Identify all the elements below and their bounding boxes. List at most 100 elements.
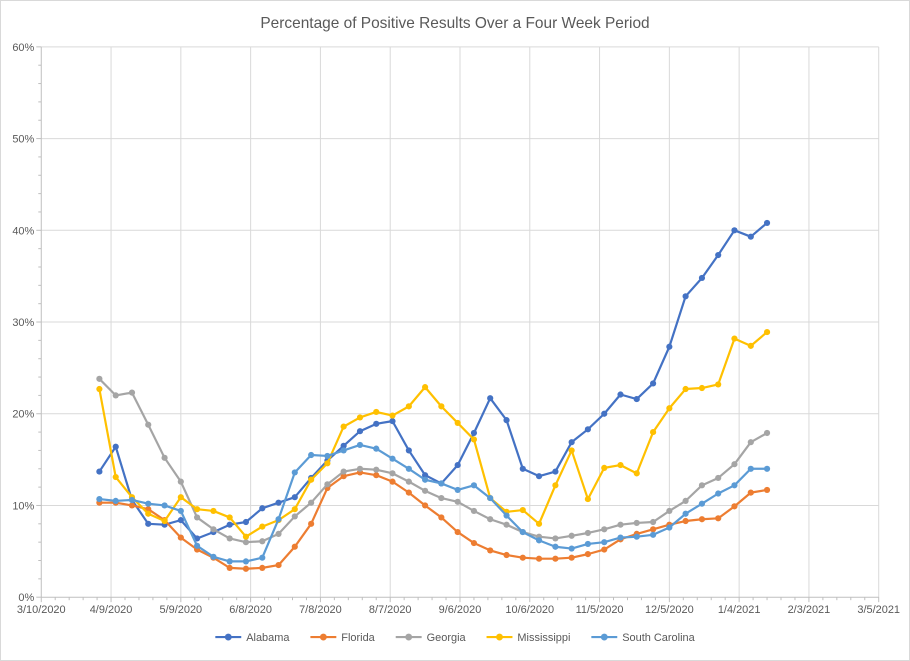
data-point-mississippi [291, 506, 298, 513]
data-point-mississippi [405, 403, 412, 410]
data-point-south-carolina [552, 543, 559, 550]
data-point-south-carolina [519, 528, 526, 536]
data-point-georgia [161, 454, 168, 461]
data-point-south-carolina [715, 490, 722, 497]
data-point-florida [601, 546, 608, 553]
data-point-georgia [584, 529, 591, 537]
data-point-mississippi [242, 533, 250, 540]
data-point-georgia [422, 487, 429, 494]
data-point-south-carolina [698, 500, 706, 507]
data-point-south-carolina [617, 534, 624, 541]
data-point-mississippi [698, 384, 706, 392]
data-point-florida [389, 478, 396, 485]
x-tick-label: 9/6/2020 [439, 604, 482, 616]
x-tick-label: 11/5/2020 [576, 604, 624, 616]
legend: Alabama Florida Georgia Mississippi South Ca… [215, 632, 696, 644]
data-point-south-carolina [128, 496, 136, 504]
data-point-alabama [112, 443, 119, 450]
x-tick-label: 3/5/2021 [857, 604, 900, 616]
data-point-south-carolina [242, 558, 250, 565]
data-point-georgia [747, 439, 754, 446]
data-point-mississippi [715, 381, 722, 388]
data-point-florida [763, 486, 771, 494]
data-point-south-carolina [324, 452, 331, 460]
data-point-florida [242, 565, 250, 572]
data-point-florida [535, 555, 543, 562]
data-point-mississippi [519, 506, 526, 514]
data-point-alabama [552, 468, 559, 475]
y-tick-label: 20% [12, 409, 34, 421]
data-point-mississippi [324, 460, 331, 467]
data-point-florida [682, 517, 689, 525]
data-point-south-carolina [503, 512, 510, 519]
data-point-georgia [177, 478, 184, 485]
data-point-mississippi [650, 429, 657, 436]
data-point-florida [291, 543, 298, 550]
data-point-florida [731, 503, 738, 510]
data-point-south-carolina [731, 482, 738, 489]
data-point-mississippi [145, 510, 152, 517]
data-point-mississippi [438, 403, 445, 410]
x-tick-label: 3/10/2020 [17, 604, 66, 616]
legend-marker-south-carolina [600, 633, 608, 641]
data-point-alabama [731, 227, 738, 234]
data-point-south-carolina [454, 486, 461, 494]
x-tick-label: 2/3/2021 [788, 604, 831, 616]
data-point-georgia [128, 389, 136, 396]
data-point-alabama [698, 274, 706, 282]
data-point-mississippi [601, 464, 608, 471]
data-point-florida [177, 534, 184, 541]
data-point-south-carolina [422, 476, 429, 483]
data-point-alabama [633, 396, 640, 403]
data-point-georgia [633, 519, 640, 527]
data-point-mississippi [96, 385, 103, 393]
data-point-georgia [389, 470, 396, 477]
series-mississippi [96, 329, 771, 540]
data-point-mississippi [193, 506, 201, 513]
data-point-south-carolina [275, 516, 282, 523]
data-point-florida [308, 520, 315, 527]
data-point-florida [552, 555, 559, 562]
y-tick-label: 40% [12, 225, 34, 237]
data-point-mississippi [356, 414, 364, 421]
legend-label-south-carolina: South Carolina [622, 632, 695, 644]
data-point-south-carolina [763, 465, 771, 472]
data-point-alabama [454, 462, 461, 469]
data-point-florida [568, 554, 575, 561]
data-point-florida [373, 472, 380, 479]
data-point-florida [405, 489, 412, 496]
data-point-mississippi [226, 514, 233, 521]
data-point-georgia [324, 481, 331, 488]
data-point-alabama [96, 468, 103, 475]
data-point-alabama [340, 442, 347, 449]
data-point-mississippi [584, 495, 591, 503]
y-tick-label: 0% [18, 592, 34, 604]
data-point-alabama [389, 418, 396, 425]
data-point-georgia [112, 392, 119, 399]
data-point-georgia [503, 521, 510, 528]
data-point-georgia [487, 516, 494, 523]
series-georgia [96, 375, 771, 546]
data-point-alabama [177, 517, 184, 524]
series-line-georgia [98, 377, 769, 544]
x-tick-label: 7/8/2020 [299, 604, 342, 616]
data-point-south-carolina [356, 441, 364, 449]
legend-marker-mississippi [496, 633, 503, 641]
data-point-alabama [226, 521, 233, 528]
data-point-georgia [682, 497, 689, 504]
data-point-georgia [96, 375, 103, 382]
data-point-georgia [454, 498, 461, 505]
data-point-mississippi [747, 342, 754, 349]
data-point-south-carolina [747, 465, 754, 472]
legend-marker-florida [319, 633, 327, 641]
data-point-south-carolina [470, 482, 478, 489]
data-point-mississippi [568, 447, 575, 454]
data-point-alabama [275, 499, 282, 506]
data-point-alabama [422, 472, 429, 479]
data-point-south-carolina [340, 447, 347, 454]
data-point-mississippi [731, 335, 738, 342]
data-point-florida [259, 564, 266, 571]
x-tick-label: 6/8/2020 [229, 604, 272, 616]
data-point-south-carolina [291, 469, 298, 476]
